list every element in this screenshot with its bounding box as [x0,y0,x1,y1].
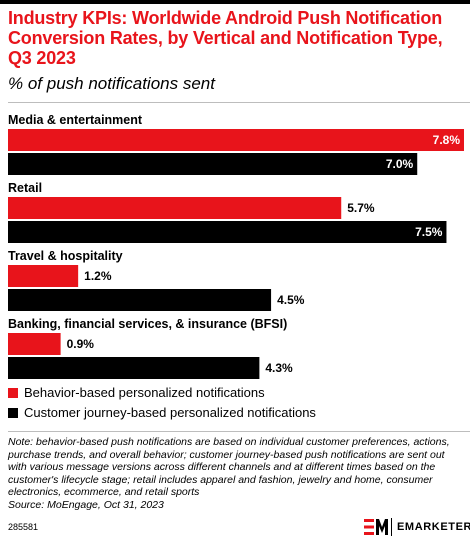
data-label: 0.9% [67,337,95,351]
bar [8,197,342,219]
bar [8,289,272,311]
chart-title: Industry KPIs: Worldwide Android Push No… [8,8,443,68]
data-label: 7.0% [386,157,414,171]
logo-separator [391,518,392,536]
divider-bottom [8,431,470,432]
bar [8,153,418,175]
category-label: Banking, financial services, & insurance… [8,317,287,331]
legend-swatch-behavior [8,388,18,398]
bar [8,129,464,151]
legend-swatch-journey [8,408,18,418]
divider-top [8,102,470,103]
footnote: Note: behavior-based push notifications … [8,436,464,511]
note-text: Note: behavior-based push notifications … [8,436,450,498]
bar [8,221,447,243]
source-text: Source: MoEngage, Oct 31, 2023 [8,498,164,511]
legend-label-behavior: Behavior-based personalized notification… [24,385,265,400]
data-label: 1.2% [84,269,112,283]
data-label: 4.3% [265,361,293,375]
data-label: 7.5% [415,225,443,239]
category-label: Retail [8,181,42,195]
legend-label-journey: Customer journey-based personalized noti… [24,405,316,420]
chart-subtitle: % of push notifications sent [8,74,215,93]
brand-name: EMARKETER [397,521,470,533]
bar [8,265,79,287]
top-bar [0,0,470,4]
category-label: Travel & hospitality [8,249,123,263]
em-logo-icon [364,519,388,535]
brand-logo: EMARKETER [364,517,470,537]
data-label: 7.8% [433,133,461,147]
bar-chart: Media & entertainment 7.8% 7.0% Retail 5.7% 7… [8,113,464,379]
bar [8,333,61,355]
bar [8,357,260,379]
chart-id: 285581 [8,522,39,532]
data-label: 4.5% [277,293,305,307]
category-label: Media & entertainment [8,113,143,127]
data-label: 5.7% [347,201,375,215]
